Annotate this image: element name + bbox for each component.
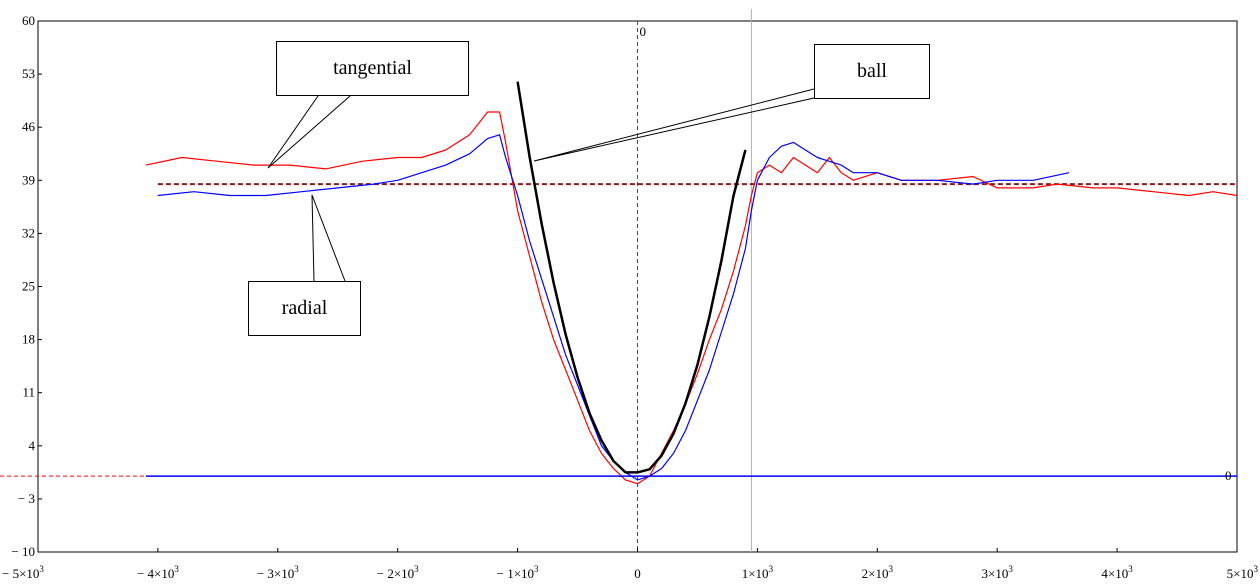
x-tick-label: − 5×103 bbox=[2, 564, 44, 581]
x-tick-label: − 2×103 bbox=[377, 564, 419, 581]
tick-labels-layer: 60 53 46 39 32 25 18 11 4 − 3 − 10 − 5×103 − 4×103 − … bbox=[2, 13, 1259, 581]
y-tick-label: 11 bbox=[22, 385, 35, 400]
callout-radial-leader bbox=[311, 194, 346, 282]
callout-tangential: tangential bbox=[276, 41, 469, 96]
y-tick-label: 32 bbox=[22, 225, 35, 240]
series-layer bbox=[145, 81, 1238, 485]
callout-ball-leader bbox=[533, 88, 815, 162]
y-tick-label: 53 bbox=[22, 66, 35, 81]
zero-marker-top: 0 bbox=[640, 24, 647, 39]
y-tick-label: − 10 bbox=[11, 544, 35, 559]
y-tick-label: 60 bbox=[22, 13, 35, 28]
y-tick-label: 4 bbox=[29, 438, 36, 453]
callout-tangential-leader bbox=[267, 95, 351, 169]
zero-marker-right: 0 bbox=[1225, 468, 1232, 483]
series-ball-line bbox=[516, 81, 747, 474]
callout-leaders-layer bbox=[267, 88, 815, 282]
x-tick-label: 3×103 bbox=[982, 564, 1014, 581]
x-tick-label: 1×103 bbox=[742, 564, 774, 581]
y-tick-label: 46 bbox=[22, 119, 36, 134]
callout-radial: radial bbox=[248, 281, 361, 336]
x-tick-label: − 3×103 bbox=[257, 564, 299, 581]
x-tick-label: 4×103 bbox=[1101, 564, 1133, 581]
x-tick-label: 5×103 bbox=[1227, 564, 1259, 581]
x-tick-label: − 1×103 bbox=[497, 564, 539, 581]
y-tick-label: 39 bbox=[22, 172, 35, 187]
x-tick-label: 2×103 bbox=[862, 564, 894, 581]
axes-layer bbox=[0, 9, 1238, 553]
x-tick-label: 0 bbox=[634, 566, 641, 581]
callout-ball: ball bbox=[814, 44, 930, 99]
y-tick-label: − 3 bbox=[18, 491, 35, 506]
x-tick-label: − 4×103 bbox=[137, 564, 179, 581]
y-tick-label: 18 bbox=[22, 332, 35, 347]
y-tick-label: 25 bbox=[22, 279, 35, 294]
